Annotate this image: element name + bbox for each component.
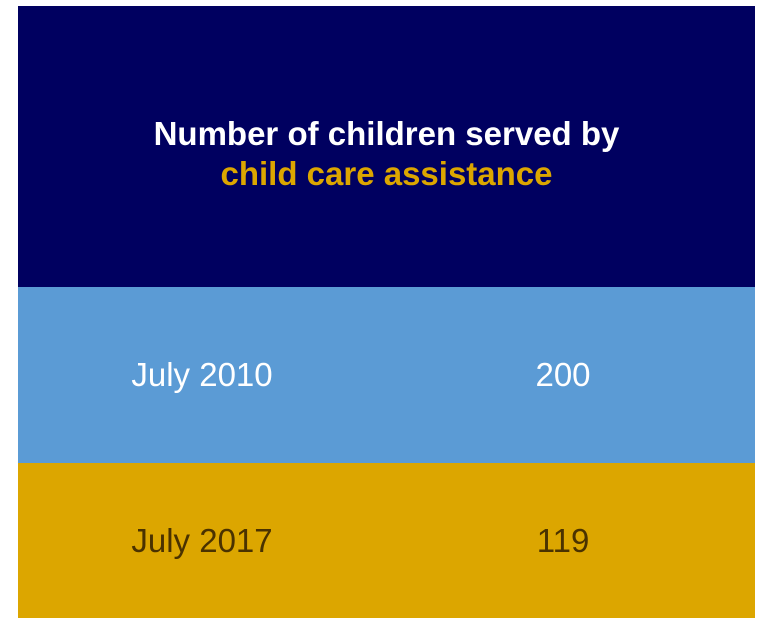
row-label: July 2010 [131,356,273,393]
row-value: 119 [536,521,590,559]
chart-panel: Number of children served by child care … [18,6,755,618]
row-value: 200 [535,356,591,393]
title-header: Number of children served by child care … [18,6,755,287]
table-row-2: July 2017 119 [18,463,755,618]
chart-title-line2: child care assistance [220,154,553,192]
chart-title-line1: Number of children served by [153,114,620,152]
table-row-1: July 2010 200 [18,287,755,463]
row-label: July 2017 [131,521,273,559]
